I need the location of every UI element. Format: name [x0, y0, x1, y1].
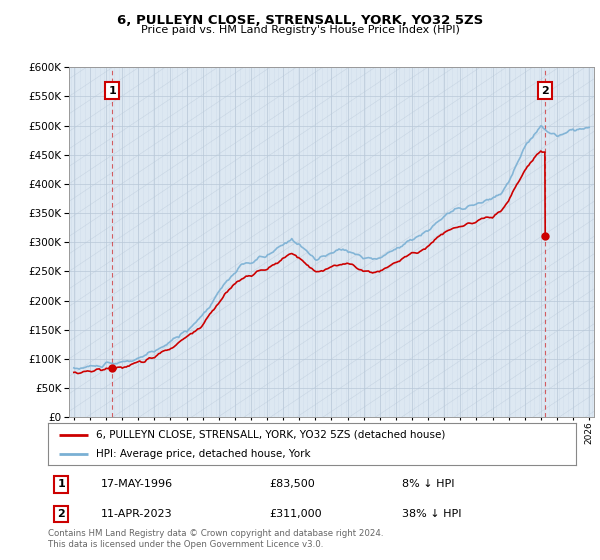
- Text: 17-MAY-1996: 17-MAY-1996: [101, 479, 173, 489]
- Text: HPI: Average price, detached house, York: HPI: Average price, detached house, York: [95, 449, 310, 459]
- Text: 8% ↓ HPI: 8% ↓ HPI: [402, 479, 454, 489]
- Text: Price paid vs. HM Land Registry's House Price Index (HPI): Price paid vs. HM Land Registry's House …: [140, 25, 460, 35]
- Text: 6, PULLEYN CLOSE, STRENSALL, YORK, YO32 5ZS (detached house): 6, PULLEYN CLOSE, STRENSALL, YORK, YO32 …: [95, 430, 445, 440]
- Text: 2: 2: [541, 86, 549, 96]
- Text: 1: 1: [58, 479, 65, 489]
- Text: 1: 1: [108, 86, 116, 96]
- Text: 11-APR-2023: 11-APR-2023: [101, 509, 172, 519]
- Text: 38% ↓ HPI: 38% ↓ HPI: [402, 509, 461, 519]
- Text: £83,500: £83,500: [270, 479, 316, 489]
- Text: £311,000: £311,000: [270, 509, 322, 519]
- Text: 6, PULLEYN CLOSE, STRENSALL, YORK, YO32 5ZS: 6, PULLEYN CLOSE, STRENSALL, YORK, YO32 …: [117, 14, 483, 27]
- Text: 2: 2: [58, 509, 65, 519]
- Text: Contains HM Land Registry data © Crown copyright and database right 2024.
This d: Contains HM Land Registry data © Crown c…: [48, 529, 383, 549]
